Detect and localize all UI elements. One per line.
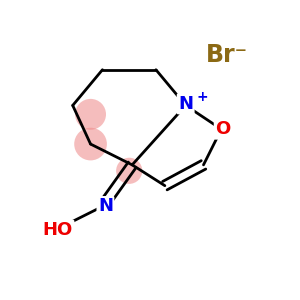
Text: HO: HO: [43, 221, 73, 239]
Circle shape: [74, 128, 107, 160]
Circle shape: [75, 99, 106, 130]
Circle shape: [116, 158, 142, 184]
Text: N: N: [98, 197, 113, 215]
Text: +: +: [196, 89, 208, 103]
Text: Br⁻: Br⁻: [206, 43, 248, 67]
Text: O: O: [215, 120, 230, 138]
Text: N: N: [178, 95, 193, 113]
